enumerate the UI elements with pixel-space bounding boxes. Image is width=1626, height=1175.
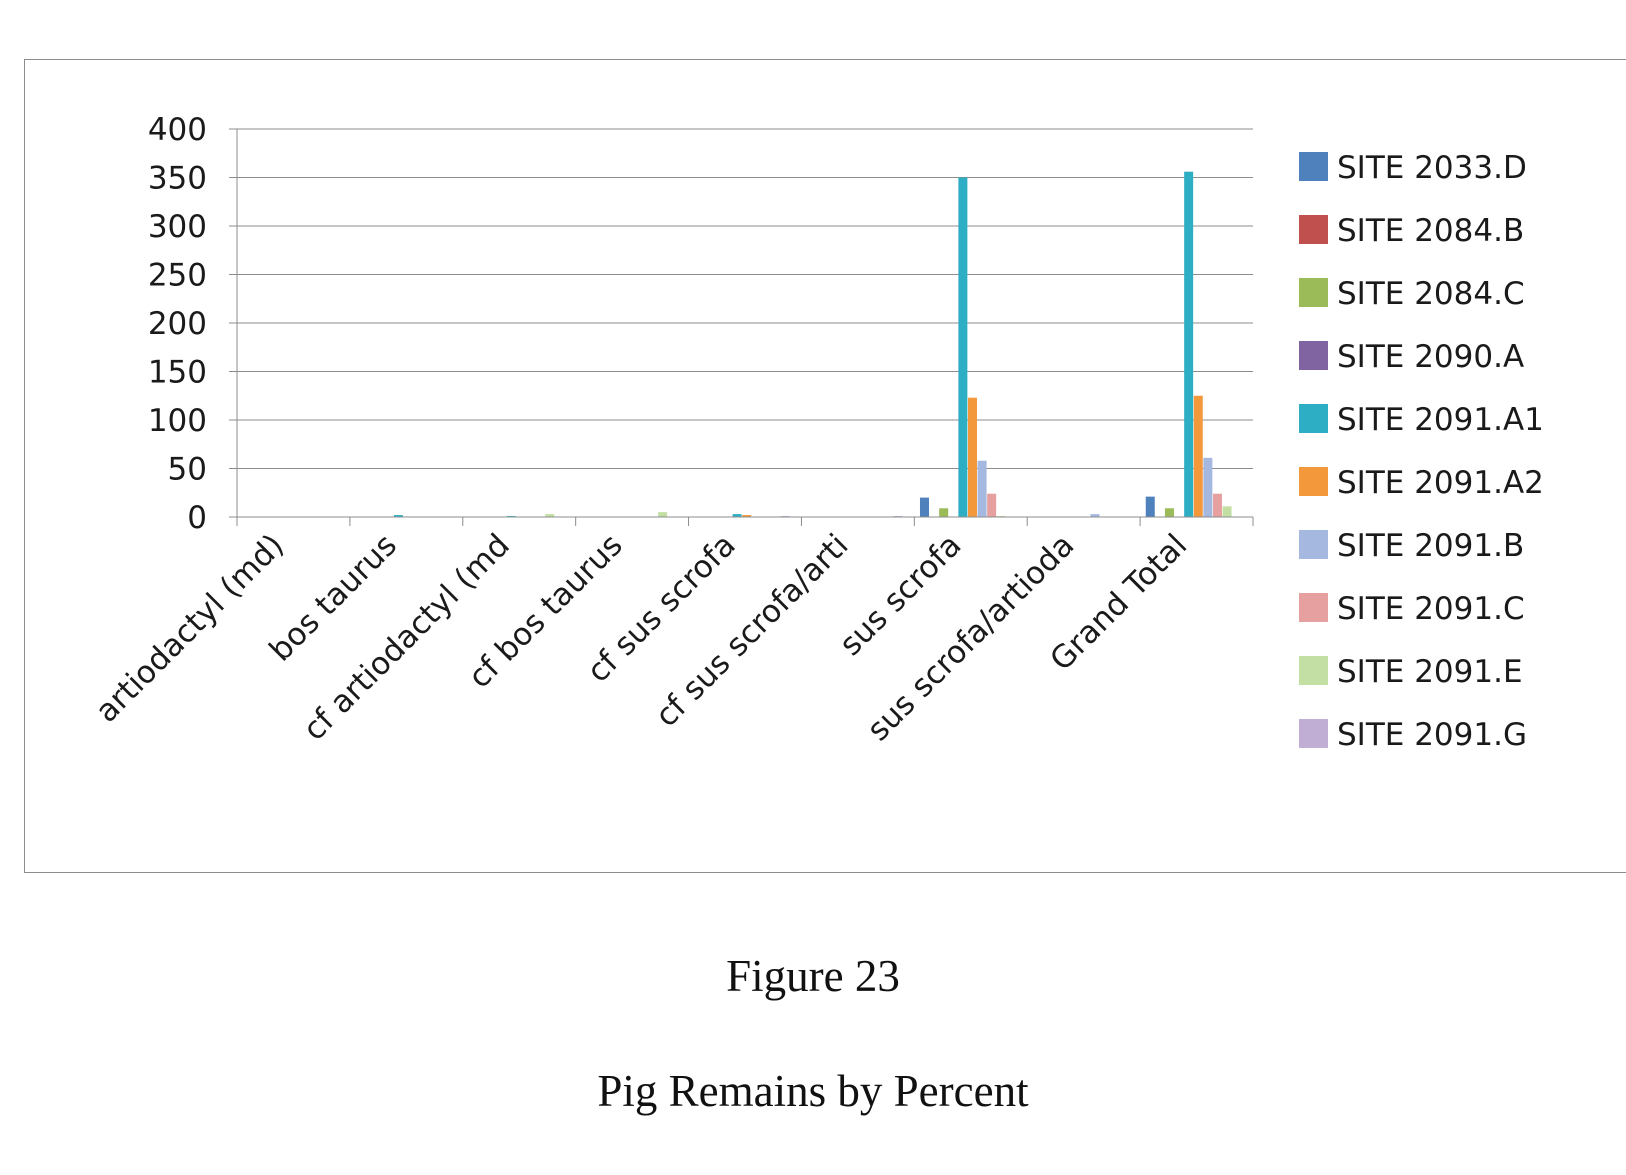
bar	[967, 397, 977, 517]
bar	[977, 460, 987, 517]
figure-number: Figure 23	[726, 951, 900, 1001]
legend-swatch	[1299, 278, 1328, 307]
bar	[919, 497, 929, 517]
y-tick-label: 50	[168, 452, 207, 488]
gridlines	[229, 128, 1253, 518]
y-tick-label: 200	[148, 306, 207, 342]
y-axis-ticks: 0 50 100 150 200 250 300 350 400	[148, 112, 207, 536]
bar	[958, 177, 968, 517]
legend-label: SITE 2091.B	[1337, 528, 1524, 564]
legend-swatch	[1299, 404, 1328, 433]
bar	[939, 508, 949, 517]
x-category-label: sus scrofa/artioda	[860, 527, 1081, 748]
chart-frame: 0 50 100 150 200 250 300 350 400 artiodactyl (md…	[24, 59, 1626, 873]
legend-swatch	[1299, 215, 1328, 244]
legend-label: SITE 2091.A1	[1337, 402, 1544, 438]
legend-swatch	[1299, 467, 1328, 496]
legend-swatch	[1299, 656, 1328, 685]
bar	[742, 515, 752, 517]
bar	[1184, 171, 1194, 517]
bar-chart: 0 50 100 150 200 250 300 350 400 artiodactyl (md…	[89, 112, 1544, 753]
x-category-label: cf artiodactyl (md	[296, 527, 517, 748]
bar	[1222, 506, 1232, 517]
y-tick-label: 0	[187, 500, 207, 536]
bar	[393, 515, 403, 517]
legend-swatch	[1299, 152, 1328, 181]
legend-label: SITE 2091.C	[1337, 591, 1525, 627]
bar	[732, 514, 742, 517]
y-tick-label: 400	[148, 112, 207, 148]
bar	[545, 514, 555, 517]
figure-title: Pig Remains by Percent	[597, 1066, 1029, 1116]
bar	[1193, 395, 1203, 517]
bar	[1164, 508, 1174, 517]
legend-label: SITE 2084.B	[1337, 213, 1524, 249]
legend-label: SITE 2084.C	[1337, 276, 1525, 312]
bar	[1090, 514, 1100, 517]
legend-swatch	[1299, 530, 1328, 559]
legend-swatch	[1299, 593, 1328, 622]
legend-label: SITE 2091.A2	[1337, 465, 1544, 501]
bar	[987, 493, 997, 517]
legend-label: SITE 2091.G	[1337, 717, 1527, 753]
y-tick-label: 100	[148, 403, 207, 439]
x-axis	[236, 129, 1254, 526]
legend-swatch	[1299, 719, 1328, 748]
bar	[1145, 496, 1155, 517]
legend: SITE 2033.D SITE 2084.B SITE 2084.C SITE 20…	[1299, 150, 1544, 753]
bar	[658, 512, 668, 517]
x-category-label: artiodactyl (md)	[89, 527, 291, 729]
bar	[1212, 493, 1222, 517]
legend-swatch	[1299, 341, 1328, 370]
x-category-label: cf sus scrofa/arti	[649, 527, 856, 734]
legend-label: SITE 2033.D	[1337, 150, 1527, 186]
y-tick-label: 350	[148, 161, 207, 197]
y-tick-label: 250	[148, 258, 207, 294]
bars	[393, 171, 1232, 518]
legend-label: SITE 2091.E	[1337, 654, 1523, 690]
legend-label: SITE 2090.A	[1337, 339, 1524, 375]
bar	[1203, 457, 1213, 517]
y-tick-label: 150	[148, 355, 207, 391]
y-tick-label: 300	[148, 209, 207, 245]
